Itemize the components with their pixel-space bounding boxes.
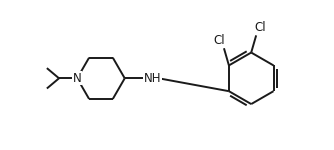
Text: NH: NH [144, 72, 162, 85]
Text: Cl: Cl [214, 34, 225, 47]
Text: Cl: Cl [255, 21, 266, 34]
Text: N: N [72, 72, 81, 85]
